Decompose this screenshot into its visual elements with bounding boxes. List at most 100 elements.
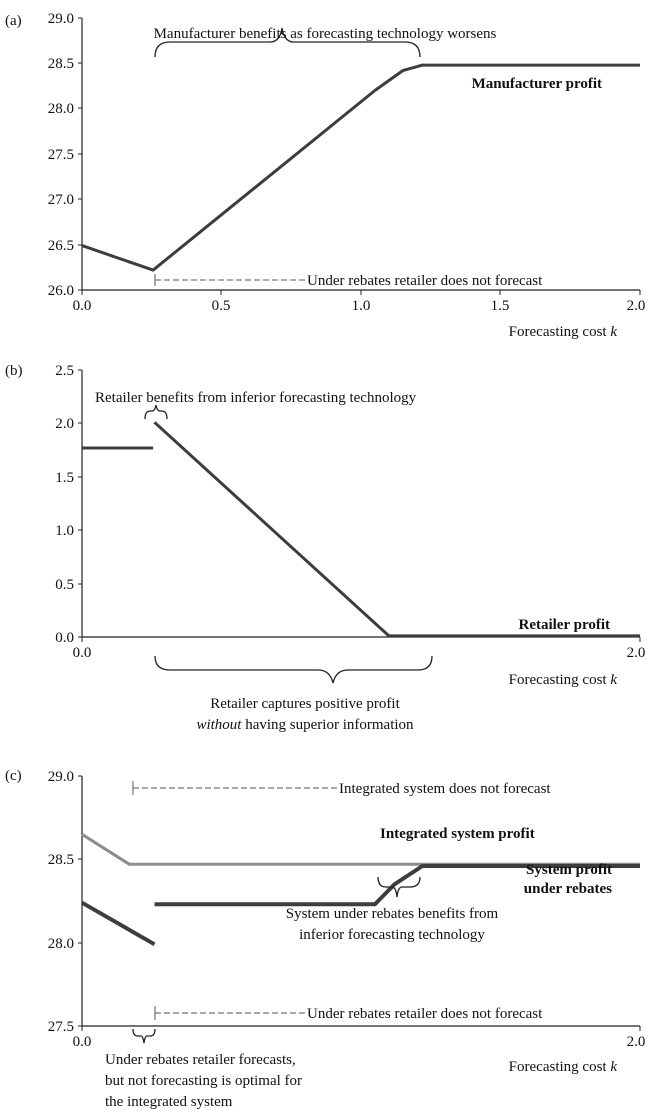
panel-c-y-tick: 28.0 [48,936,82,952]
panel-a-y-tick: 27.0 [48,192,82,208]
panel-c-rebate-system-profit-line-right [154,864,640,907]
panel-b-top-brace [144,404,168,420]
panel-a-x-tick: 1.5 [491,290,510,314]
panel-a-x-tick-label: 2.0 [627,298,646,314]
panel-c-integrated-label: Integrated system profit [380,826,535,842]
panel-a-y-tick: 28.5 [48,56,82,72]
panel-a-y-tick: 26.0 [48,283,82,299]
panel-c-middle-brace-label-line1: System under rebates benefits from [286,906,499,922]
panel-a-x-tick: 0.0 [73,290,92,314]
panel-c-y-tick-label: 29.0 [48,769,74,785]
panel-b-bottom-brace [154,655,433,684]
panel-c-axes [81,776,640,1027]
panel-a-brace-label: Manufacturer benefits as forecasting tec… [154,26,497,42]
panel-b-label: (b) [5,363,23,379]
panel-a-y-tick: 29.0 [48,11,82,27]
panel-c-y-tick: 27.5 [48,1019,82,1035]
panel-c-x-tick-label: 0.0 [73,1034,92,1050]
panel-a-y-tick-label: 28.0 [48,101,74,117]
panel-a-series-label: Manufacturer profit [472,76,602,92]
panel-c-bottom-brace-label-line1: Under rebates retailer forecasts, [105,1052,296,1068]
panel-c-y-tick: 28.5 [48,852,82,868]
panel-b-y-tick: 0.0 [55,630,82,646]
panel-c-x-ticks: 0.0 2.0 [73,1026,646,1050]
panel-c-bottom-brace-label-line2: but not forecasting is optimal for [105,1073,302,1089]
panel-a-brace [154,27,421,58]
panel-a-y-tick-label: 26.5 [48,238,74,254]
panel-b-y-tick-label: 2.0 [55,416,74,432]
panel-c-dashed-range-bottom: Under rebates retailer does not forecast [154,1006,543,1022]
panel-b-retailer-profit-line-right [153,421,640,638]
panel-b: (b) 2.5 2.0 1.5 1.0 0.5 0.0 0.0 2.0 Fore… [5,363,645,733]
panel-a-x-ticks: 0.0 0.5 1.0 1.5 2.0 [73,290,646,314]
panel-a-y-tick-label: 26.0 [48,283,74,299]
panel-a-x-axis-label: Forecasting cost k [509,324,618,340]
panel-a-y-tick: 28.0 [48,101,82,117]
panel-b-x-axis-label: Forecasting cost k [509,672,618,688]
panel-a-y-tick: 26.5 [48,238,82,254]
panel-c-x-tick: 0.0 [73,1026,92,1050]
panel-c-y-tick-label: 28.5 [48,852,74,868]
panel-a-label: (a) [5,13,22,29]
panel-a-x-tick: 2.0 [627,290,646,314]
panel-b-axes [81,370,640,638]
panel-a-axes [81,18,640,291]
panel-a-dashed-range: Under rebates retailer does not forecast [154,273,543,289]
panel-b-y-tick-label: 1.0 [55,523,74,539]
panel-b-series-label: Retailer profit [518,617,610,633]
panel-a-y-tick: 27.5 [48,147,82,163]
panel-c-rebates-label-line1: System profit [526,862,612,878]
panel-b-x-ticks: 0.0 2.0 [73,637,646,661]
panel-b-bottom-brace-label-line1: Retailer captures positive profit [210,696,400,712]
panel-c: (c) 29.0 28.5 28.0 27.5 0.0 2.0 Forecast… [5,768,645,1110]
panel-c-middle-brace [377,876,421,898]
panel-c-bottom-brace [132,1028,156,1044]
panel-a-x-tick: 0.5 [212,290,231,314]
panel-c-rebate-system-profit-line-left [81,900,156,947]
panel-b-y-tick: 2.0 [55,416,82,432]
panel-a-x-tick-label: 0.5 [212,298,231,314]
panel-a-manufacturer-profit-line [81,63,640,272]
panel-a-y-tick-label: 27.0 [48,192,74,208]
panel-a-y-tick-label: 29.0 [48,11,74,27]
panel-c-bottom-brace-label-line3: the integrated system [105,1094,233,1110]
panel-b-bottom-brace-label-line2: without having superior information [196,717,414,733]
panel-c-middle-brace-label-line2: inferior forecasting technology [299,927,485,943]
panel-c-x-tick: 2.0 [627,1026,646,1050]
panel-b-y-tick: 2.5 [55,363,82,379]
panel-a-y-tick-label: 27.5 [48,147,74,163]
panel-a-y-tick-label: 28.5 [48,56,74,72]
panel-a-x-tick-label: 1.5 [491,298,510,314]
panel-a-x-tick-label: 1.0 [352,298,371,314]
panel-b-y-ticks: 2.5 2.0 1.5 1.0 0.5 0.0 [55,363,82,646]
panel-c-y-tick-label: 28.0 [48,936,74,952]
panel-c-y-tick-label: 27.5 [48,1019,74,1035]
panel-c-dashed-range-top: Integrated system does not forecast [132,781,551,797]
panel-b-y-tick-label: 0.5 [55,577,74,593]
panel-b-y-tick-label: 1.5 [55,470,74,486]
panel-b-y-tick-label: 0.0 [55,630,74,646]
panel-b-y-tick: 1.5 [55,470,82,486]
panel-c-rebates-label-line2: under rebates [524,881,612,897]
panel-a-dashed-label: Under rebates retailer does not forecast [307,273,543,289]
panel-b-x-tick-label: 2.0 [627,645,646,661]
panel-c-dashed-top-label: Integrated system does not forecast [339,781,551,797]
panel-c-x-tick-label: 2.0 [627,1034,646,1050]
panel-c-x-axis-label: Forecasting cost k [509,1059,618,1075]
panel-b-x-tick-label: 0.0 [73,645,92,661]
panel-a-x-tick: 1.0 [352,290,371,314]
panel-b-y-tick-label: 2.5 [55,363,74,379]
panel-a-y-ticks: 29.0 28.5 28.0 27.5 27.0 26.5 26.0 [48,11,82,299]
panel-c-integrated-system-profit-line [81,833,640,866]
panel-b-x-tick: 2.0 [627,637,646,661]
panel-b-y-tick: 1.0 [55,523,82,539]
panel-b-y-tick: 0.5 [55,577,82,593]
panel-b-x-tick: 0.0 [73,637,92,661]
panel-b-top-brace-label: Retailer benefits from inferior forecast… [95,390,417,406]
panel-c-dashed-bottom-label: Under rebates retailer does not forecast [307,1006,543,1022]
panel-c-y-ticks: 29.0 28.5 28.0 27.5 [48,769,82,1035]
panel-a-x-tick-label: 0.0 [73,298,92,314]
panel-a: (a) 29.0 28.5 28.0 27.5 27.0 26.5 26.0 0… [5,11,645,340]
panel-c-label: (c) [5,768,22,784]
